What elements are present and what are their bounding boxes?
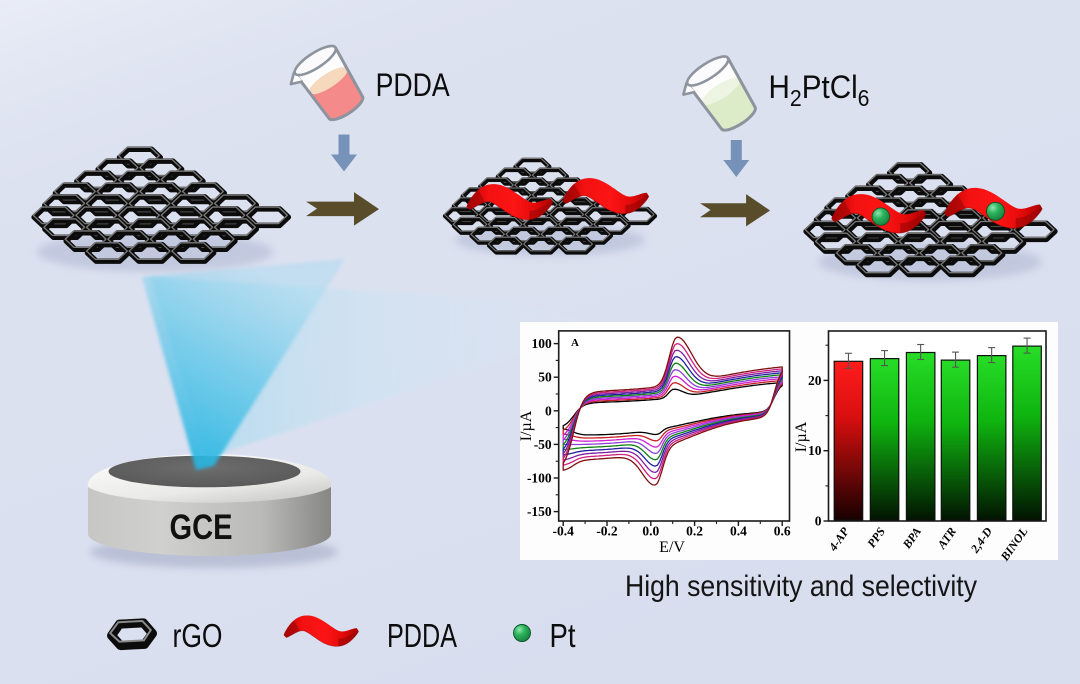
svg-text:0.2: 0.2 (686, 524, 703, 539)
svg-text:E/V: E/V (659, 539, 685, 556)
svg-text:-50: -50 (534, 437, 552, 452)
svg-text:H2PtCl6: H2PtCl6 (769, 69, 870, 111)
svg-text:Pt: Pt (550, 617, 576, 654)
svg-text:0.0: 0.0 (642, 524, 659, 539)
svg-text:A: A (571, 337, 579, 349)
svg-text:PDDA: PDDA (387, 617, 457, 654)
svg-text:50: 50 (538, 370, 552, 385)
svg-text:0.6: 0.6 (774, 524, 791, 539)
svg-text:I/µA: I/µA (518, 410, 535, 441)
svg-text:0: 0 (545, 403, 552, 418)
svg-text:High sensitivity and selectivi: High sensitivity and selectivity (625, 570, 977, 603)
svg-text:-0.4: -0.4 (553, 524, 575, 539)
svg-text:GCE: GCE (170, 508, 233, 547)
svg-text:PDDA: PDDA (376, 67, 451, 103)
svg-text:20: 20 (808, 373, 822, 388)
svg-text:rGO: rGO (173, 617, 223, 654)
svg-text:10: 10 (808, 443, 822, 458)
svg-text:I/µA: I/µA (793, 421, 810, 452)
svg-text:-150: -150 (527, 504, 552, 519)
svg-text:0: 0 (815, 514, 822, 529)
svg-text:0.4: 0.4 (730, 524, 747, 539)
svg-text:-0.2: -0.2 (596, 524, 618, 539)
svg-text:100: 100 (531, 336, 552, 351)
svg-text:-100: -100 (527, 471, 552, 486)
